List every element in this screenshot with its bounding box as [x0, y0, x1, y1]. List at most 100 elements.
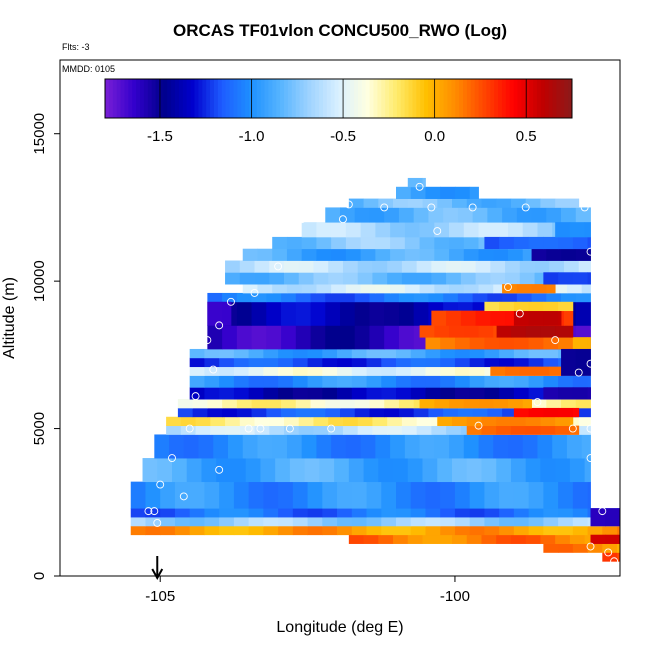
heatmap-cell: [384, 325, 400, 350]
heatmap-cell: [510, 425, 527, 435]
heatmap-cell: [236, 399, 252, 409]
colorbar-segment: [451, 79, 456, 118]
heatmap-cell: [396, 517, 412, 527]
heatmap-cell: [313, 416, 329, 427]
y-axis: 0 5000 10000 15000: [31, 113, 60, 580]
heatmap-cell: [328, 272, 344, 285]
heatmap-cell: [617, 543, 621, 553]
colorbar-segment: [143, 79, 149, 118]
heatmap-cell: [396, 366, 412, 376]
heatmap-cell: [284, 425, 300, 435]
heatmap-cell: [248, 357, 264, 368]
heatmap-cell: [528, 481, 544, 509]
heatmap-cell: [310, 407, 326, 418]
heatmap-cell: [369, 407, 385, 418]
colorbar-segment: [420, 79, 425, 118]
heatmap-cell: [325, 292, 341, 303]
heatmap-cell: [561, 207, 577, 223]
colorbar-segment: [136, 79, 141, 118]
heatmap-cell: [225, 272, 241, 285]
data-point: [521, 203, 530, 212]
heatmap-cell: [466, 534, 482, 544]
heatmap-cell: [248, 481, 264, 509]
colorbar-segment: [291, 79, 297, 118]
data-point: [250, 288, 259, 297]
heatmap-cell: [513, 348, 530, 359]
heatmap-cell: [345, 222, 362, 238]
heatmap-cell: [425, 508, 441, 518]
colorbar-segment: [299, 79, 304, 118]
heatmap-cell: [360, 222, 376, 238]
heatmap-cell: [555, 416, 571, 427]
heatmap-cell: [292, 387, 308, 400]
colorbar-segment: [334, 79, 339, 118]
heatmap-cell: [266, 407, 282, 418]
heatmap-cell: [257, 434, 273, 459]
heatmap-cell: [340, 207, 356, 223]
heatmap-cell: [419, 248, 435, 261]
heatmap-cell: [145, 508, 161, 518]
heatmap-cell: [431, 260, 447, 273]
heatmap-cell: [166, 416, 182, 427]
heatmap-cell: [469, 387, 485, 400]
heatmap-cell: [452, 458, 468, 483]
heatmap-cell: [381, 387, 397, 400]
data-point: [338, 215, 347, 224]
heatmap-cell: [328, 425, 344, 435]
heatmap-cell: [590, 534, 606, 544]
heatmap-cell: [431, 310, 447, 326]
colorbar-segment: [513, 79, 519, 118]
heatmap-cell: [222, 399, 238, 409]
heatmap-cell: [528, 310, 544, 326]
heatmap-cell: [337, 481, 353, 509]
heatmap-cell: [233, 366, 250, 376]
heatmap-cell: [387, 260, 403, 273]
heatmap-cell: [322, 375, 338, 388]
heatmap-cell: [337, 508, 353, 518]
heatmap-cell: [437, 534, 453, 544]
heatmap-cell: [602, 525, 618, 536]
heatmap-cell: [210, 425, 226, 435]
colorbar-segment: [408, 79, 413, 118]
heatmap-cell: [558, 387, 574, 400]
heatmap-cell: [525, 416, 541, 427]
heatmap-cell: [440, 375, 456, 388]
colorbar-segment: [373, 79, 378, 118]
colorbar-segment: [303, 79, 308, 118]
heatmap-cell: [239, 260, 255, 273]
data-point: [203, 336, 212, 345]
heatmap-cell: [419, 222, 435, 238]
heatmap-cell: [496, 416, 512, 427]
heatmap-cell: [174, 517, 191, 527]
colorbar-segment: [140, 79, 145, 118]
colorbar-segment: [217, 79, 223, 118]
heatmap-cell: [404, 434, 420, 459]
heatmap-cell: [298, 425, 314, 435]
heatmap-cell: [298, 272, 314, 285]
heatmap-cell: [396, 508, 412, 518]
colorbar-segment: [389, 79, 394, 118]
heatmap-cell: [213, 434, 229, 459]
heatmap-cell: [233, 375, 250, 388]
heatmap-cell: [310, 325, 326, 350]
heatmap-cell: [564, 260, 580, 273]
heatmap-cell: [390, 222, 406, 238]
heatmap-cell: [340, 292, 356, 303]
heatmap-cell: [189, 525, 205, 536]
heatmap-cell: [457, 207, 474, 223]
data-point: [586, 247, 595, 256]
heatmap-cell: [419, 236, 435, 250]
heatmap-cell: [257, 284, 273, 294]
heatmap-cell: [469, 366, 485, 376]
heatmap-cell: [316, 222, 332, 238]
x-axis: -105 -100: [145, 576, 470, 605]
heatmap-cell: [396, 375, 412, 388]
heatmap-cell: [572, 517, 588, 527]
heatmap-cell: [499, 348, 515, 359]
heatmap-cell: [351, 357, 367, 368]
heatmap-cell: [516, 284, 532, 294]
colorbar-segment: [466, 79, 472, 118]
heatmap-cell: [410, 366, 426, 376]
heatmap-cell: [142, 458, 158, 483]
heatmap-cell: [469, 508, 485, 518]
